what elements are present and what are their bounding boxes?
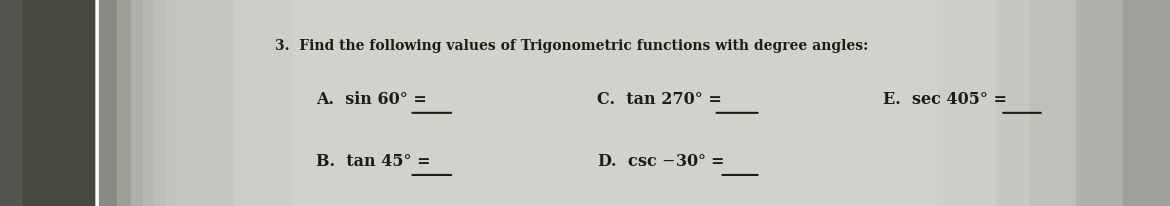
Bar	[117, 0, 131, 206]
Text: E.  sec 405° =: E. sec 405° =	[883, 90, 1013, 107]
Bar	[0, 0, 94, 206]
Bar	[1076, 0, 1123, 206]
Bar	[99, 0, 117, 206]
Text: B.  tan 45° =: B. tan 45° =	[316, 152, 436, 169]
Bar	[131, 0, 143, 206]
Bar	[1123, 0, 1170, 206]
Bar	[1030, 0, 1076, 206]
Bar	[176, 0, 1112, 206]
Text: D.  csc $-$30° =: D. csc $-$30° =	[597, 152, 727, 169]
Text: A.  sin 60° =: A. sin 60° =	[316, 90, 433, 107]
Bar	[292, 0, 936, 206]
Bar	[23, 0, 94, 206]
Bar	[143, 0, 154, 206]
Bar	[166, 0, 178, 206]
Bar	[154, 0, 166, 206]
Text: 3.  Find the following values of Trigonometric functions with degree angles:: 3. Find the following values of Trigonom…	[275, 38, 868, 52]
Text: C.  tan 270° =: C. tan 270° =	[597, 90, 728, 107]
Bar	[234, 0, 994, 206]
